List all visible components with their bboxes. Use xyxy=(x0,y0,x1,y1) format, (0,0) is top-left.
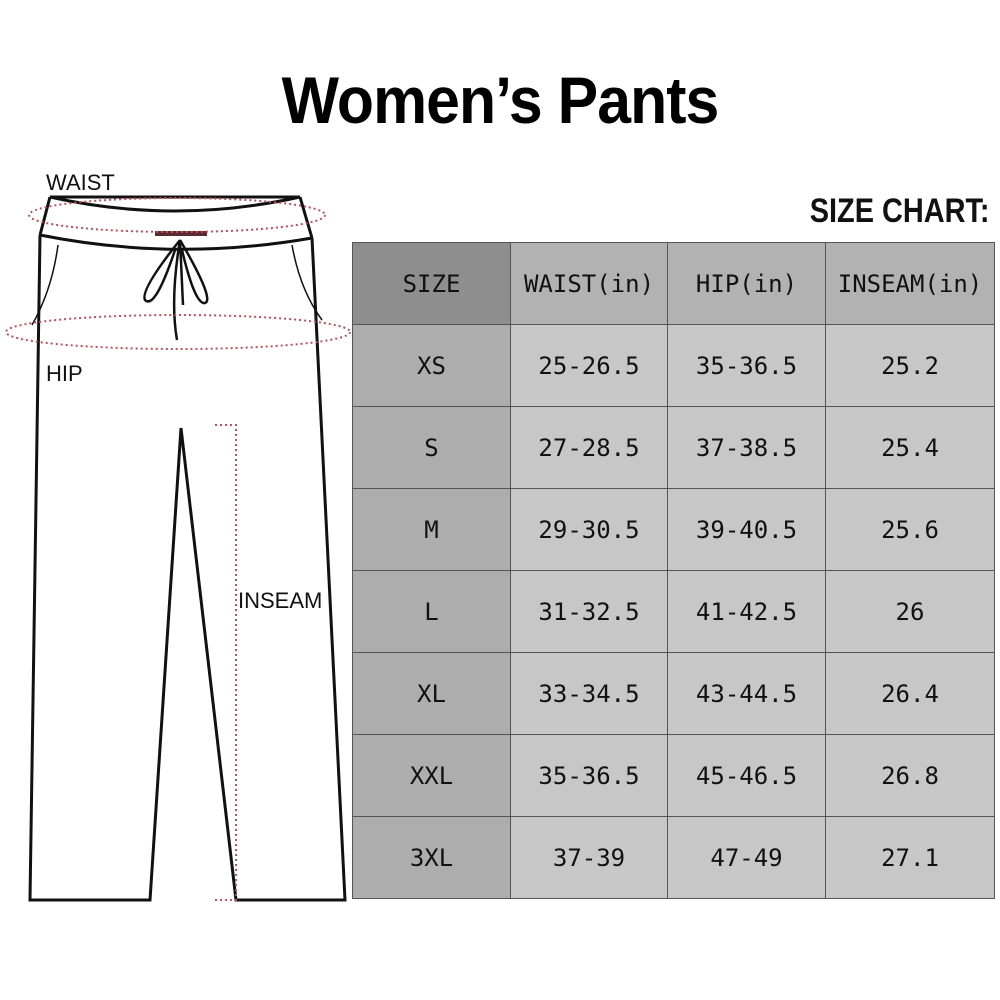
cell-hip: 37-38.5 xyxy=(667,406,826,489)
size-chart-label: SIZE CHART: xyxy=(810,192,990,230)
table-row: S 27-28.5 37-38.5 25.4 xyxy=(352,406,995,489)
waistband xyxy=(38,195,314,251)
cell-inseam: 26.4 xyxy=(825,652,995,735)
cell-waist: 27-28.5 xyxy=(510,406,668,489)
inseam-label: INSEAM xyxy=(238,588,323,614)
cell-size: L xyxy=(352,570,511,653)
cell-inseam: 26 xyxy=(825,570,995,653)
cell-size: 3XL xyxy=(352,816,511,899)
cell-hip: 39-40.5 xyxy=(667,488,826,571)
cell-size: M xyxy=(352,488,511,571)
table-row: 3XL 37-39 47-49 27.1 xyxy=(352,816,995,899)
cell-inseam: 27.1 xyxy=(825,816,995,899)
table-row: M 29-30.5 39-40.5 25.6 xyxy=(352,488,995,571)
hip-label: HIP xyxy=(46,361,83,386)
cell-hip: 35-36.5 xyxy=(667,324,826,407)
table-row: L 31-32.5 41-42.5 26 xyxy=(352,570,995,653)
waist-label: WAIST xyxy=(46,170,115,195)
cell-size: XS xyxy=(352,324,511,407)
pocket-right xyxy=(291,244,323,321)
cell-size: XL xyxy=(352,652,511,735)
pants-diagram xyxy=(5,195,351,902)
cell-waist: 25-26.5 xyxy=(510,324,668,407)
page-title: Women’s Pants xyxy=(281,63,720,137)
cell-inseam: 25.2 xyxy=(825,324,995,407)
size-table: SIZE WAIST(in) HIP(in) INSEAM(in) XS 25-2… xyxy=(352,242,995,899)
header-waist: WAIST(in) xyxy=(510,242,668,325)
cell-inseam: 25.4 xyxy=(825,406,995,489)
table-row: XL 33-34.5 43-44.5 26.4 xyxy=(352,652,995,735)
cell-inseam: 25.6 xyxy=(825,488,995,571)
table-row: XS 25-26.5 35-36.5 25.2 xyxy=(352,324,995,407)
table-header-row: SIZE WAIST(in) HIP(in) INSEAM(in) xyxy=(352,242,995,325)
header-size: SIZE xyxy=(352,242,511,325)
cell-size: XXL xyxy=(352,734,511,817)
pants-outline xyxy=(28,234,347,902)
inseam-measure xyxy=(215,424,237,901)
hip-measure xyxy=(5,314,351,350)
waist-measure xyxy=(28,197,326,233)
pocket-left xyxy=(31,244,59,326)
cell-inseam: 26.8 xyxy=(825,734,995,817)
cell-waist: 31-32.5 xyxy=(510,570,668,653)
cell-size: S xyxy=(352,406,511,489)
header-inseam: INSEAM(in) xyxy=(825,242,995,325)
cell-waist: 33-34.5 xyxy=(510,652,668,735)
cell-hip: 45-46.5 xyxy=(667,734,826,817)
cell-waist: 29-30.5 xyxy=(510,488,668,571)
cell-hip: 47-49 xyxy=(667,816,826,899)
drawstring xyxy=(143,239,209,341)
cell-waist: 37-39 xyxy=(510,816,668,899)
table-row: XXL 35-36.5 45-46.5 26.8 xyxy=(352,734,995,817)
cell-hip: 43-44.5 xyxy=(667,652,826,735)
cell-waist: 35-36.5 xyxy=(510,734,668,817)
header-hip: HIP(in) xyxy=(667,242,826,325)
cell-hip: 41-42.5 xyxy=(667,570,826,653)
